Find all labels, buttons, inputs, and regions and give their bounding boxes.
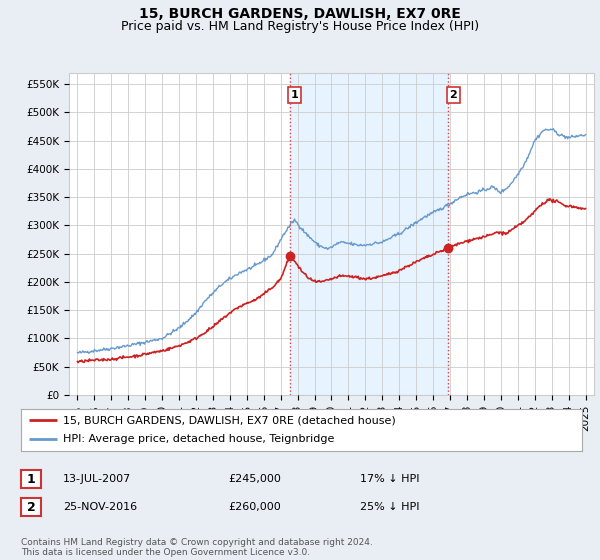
Text: Contains HM Land Registry data © Crown copyright and database right 2024.
This d: Contains HM Land Registry data © Crown c… <box>21 538 373 557</box>
Text: 2: 2 <box>449 90 457 100</box>
Text: 15, BURCH GARDENS, DAWLISH, EX7 0RE (detached house): 15, BURCH GARDENS, DAWLISH, EX7 0RE (det… <box>63 415 396 425</box>
Bar <box>290 73 448 395</box>
Text: £245,000: £245,000 <box>228 474 281 484</box>
Text: Price paid vs. HM Land Registry's House Price Index (HPI): Price paid vs. HM Land Registry's House … <box>121 20 479 32</box>
Text: £260,000: £260,000 <box>228 502 281 512</box>
Text: 25-NOV-2016: 25-NOV-2016 <box>63 502 137 512</box>
Text: 17% ↓ HPI: 17% ↓ HPI <box>360 474 419 484</box>
Text: 2: 2 <box>26 501 35 514</box>
Text: 1: 1 <box>291 90 299 100</box>
Text: 13-JUL-2007: 13-JUL-2007 <box>63 474 131 484</box>
Text: HPI: Average price, detached house, Teignbridge: HPI: Average price, detached house, Teig… <box>63 435 334 445</box>
Text: 25% ↓ HPI: 25% ↓ HPI <box>360 502 419 512</box>
Text: 1: 1 <box>26 473 35 486</box>
Text: 15, BURCH GARDENS, DAWLISH, EX7 0RE: 15, BURCH GARDENS, DAWLISH, EX7 0RE <box>139 7 461 21</box>
